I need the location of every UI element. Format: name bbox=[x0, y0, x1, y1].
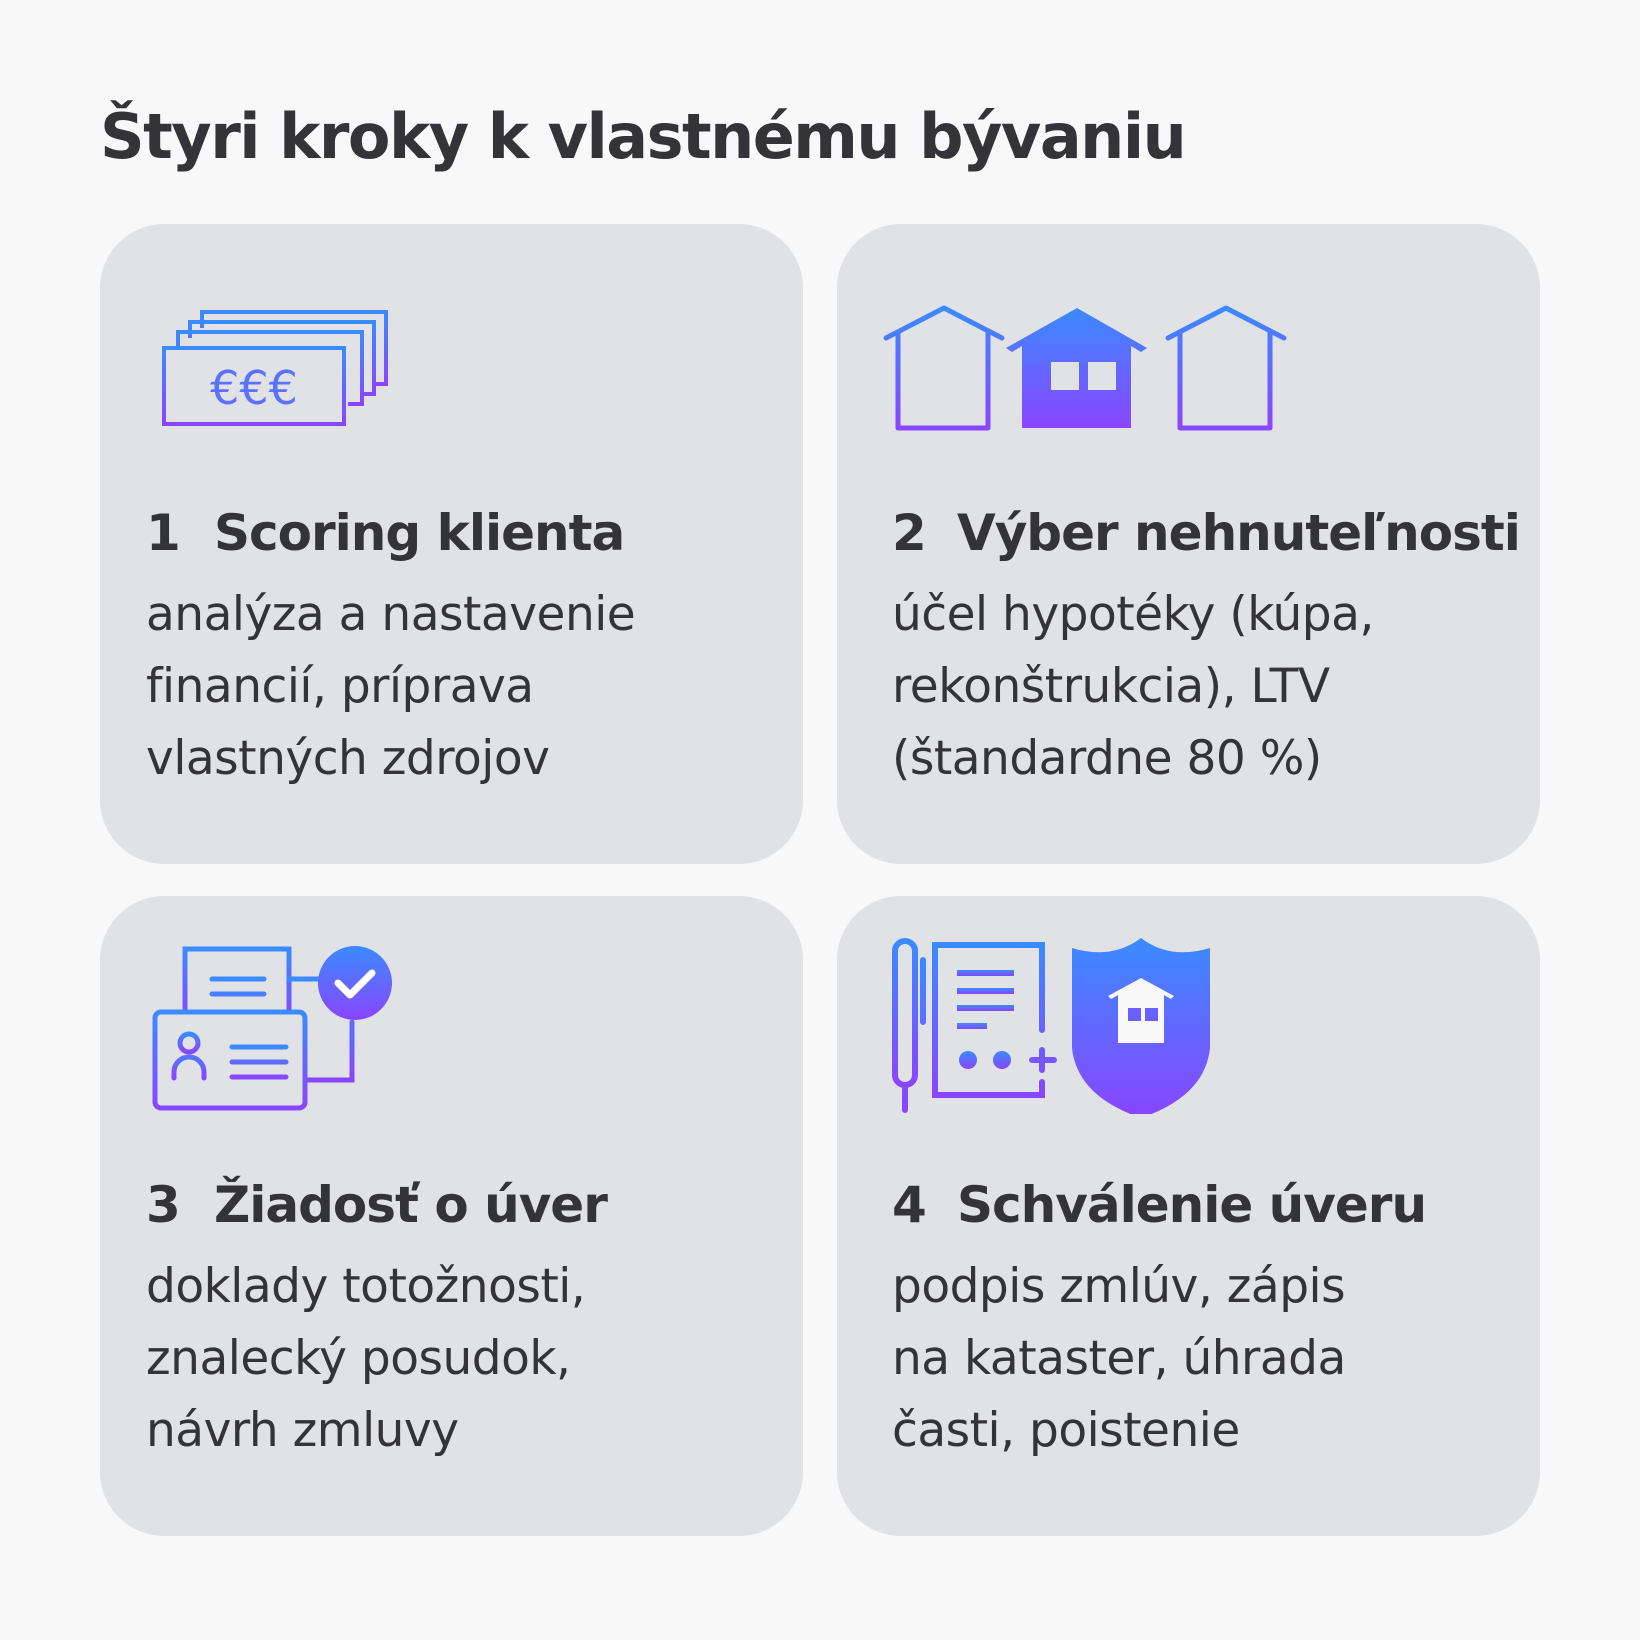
step-card-2: 2 Výber nehnuteľnosti účel hypotéky (kúpa… bbox=[837, 224, 1540, 864]
step-number: 4 bbox=[892, 1176, 927, 1234]
description-line: na kataster, úhrada bbox=[892, 1331, 1346, 1386]
step-number: 1 bbox=[146, 504, 181, 562]
step-card-3: 3 Žiadosť o úver doklady totožnosti, znal… bbox=[100, 896, 803, 1536]
svg-text:€€€: €€€ bbox=[210, 361, 298, 415]
step-card-1: €€€ 1 Scoring klienta analýza a nastaveni… bbox=[100, 224, 803, 864]
step-heading: 4 Schválenie úveru bbox=[892, 1176, 1427, 1234]
description-line: analýza a nastavenie bbox=[146, 587, 636, 642]
step-title: Scoring klienta bbox=[214, 504, 625, 562]
step-description: účel hypotéky (kúpa, rekonštrukcia), LTV… bbox=[892, 579, 1374, 795]
description-line: podpis zmlúv, zápis bbox=[892, 1259, 1346, 1314]
step-heading: 3 Žiadosť o úver bbox=[146, 1176, 608, 1234]
step-title: Schválenie úveru bbox=[957, 1176, 1427, 1234]
step-description: analýza a nastavenie financií, príprava … bbox=[146, 579, 636, 795]
euro-banknotes-icon: €€€ bbox=[162, 310, 388, 426]
description-line: financií, príprava bbox=[146, 659, 534, 714]
step-number: 2 bbox=[892, 504, 927, 562]
step-description: podpis zmlúv, zápis na kataster, úhrada … bbox=[892, 1251, 1346, 1467]
description-line: (štandardne 80 %) bbox=[892, 731, 1322, 786]
description-line: doklady totožnosti, bbox=[146, 1259, 586, 1314]
step-heading: 1 Scoring klienta bbox=[146, 504, 625, 562]
step-title: Žiadosť o úver bbox=[214, 1176, 608, 1234]
description-line: rekonštrukcia), LTV bbox=[892, 659, 1330, 714]
step-title: Výber nehnuteľnosti bbox=[957, 504, 1521, 562]
contract-insurance-icon bbox=[892, 938, 1210, 1114]
houses-icon bbox=[883, 305, 1287, 431]
description-line: návrh zmluvy bbox=[146, 1403, 459, 1458]
step-description: doklady totožnosti, znalecký posudok, ná… bbox=[146, 1251, 586, 1467]
description-line: časti, poistenie bbox=[892, 1403, 1240, 1458]
step-card-4: 4 Schválenie úveru podpis zmlúv, zápis na… bbox=[837, 896, 1540, 1536]
description-line: účel hypotéky (kúpa, bbox=[892, 587, 1374, 642]
step-heading: 2 Výber nehnuteľnosti bbox=[892, 504, 1521, 562]
description-line: znalecký posudok, bbox=[146, 1331, 571, 1386]
id-documents-check-icon bbox=[152, 946, 392, 1111]
description-line: vlastných zdrojov bbox=[146, 731, 550, 786]
page-title: Štyri kroky k vlastnému bývaniu bbox=[100, 100, 1187, 173]
step-number: 3 bbox=[146, 1176, 181, 1234]
